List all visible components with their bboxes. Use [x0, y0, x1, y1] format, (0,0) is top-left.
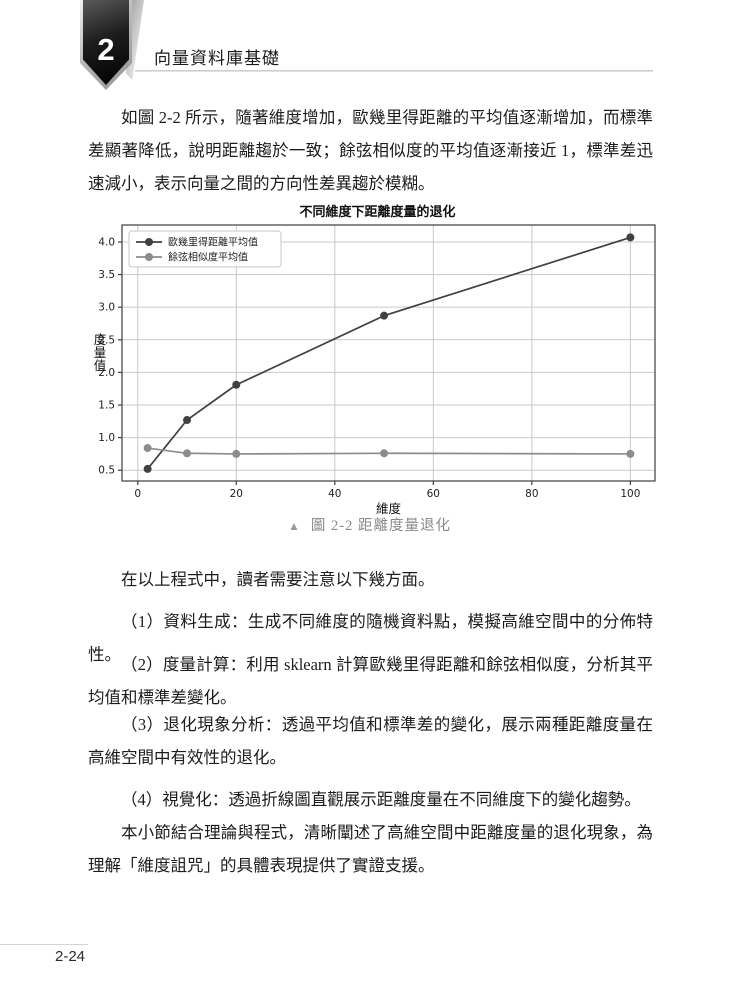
paragraph-item-1: （1）資料生成：生成不同維度的隨機資料點，模擬高維空間中的分佈特性。 — [88, 612, 653, 664]
svg-text:歐幾里得距離平均值: 歐幾里得距離平均值 — [168, 236, 258, 249]
paragraph-item-3: （3）退化現象分析：透過平均值和標準差的變化，展示兩種距離度量在高維空間中有效性… — [88, 715, 653, 767]
svg-text:4.0: 4.0 — [98, 236, 115, 248]
paragraph-conclusion: 本小節結合理論與程式，清晰闡述了高維空間中距離度量的退化現象，為理解「維度詛咒」… — [88, 823, 653, 875]
paragraph-item-2: （2）度量計算：利用 sklearn 計算歐幾里得距離和餘弦相似度，分析其平均值… — [88, 655, 653, 707]
svg-text:度: 度 — [94, 332, 107, 347]
svg-text:1.0: 1.0 — [98, 432, 115, 444]
svg-text:0.5: 0.5 — [98, 465, 115, 477]
chapter-badge-inner: 2 — [83, 0, 129, 85]
chapter-number-badge: 2 — [80, 0, 132, 90]
svg-text:餘弦相似度平均值: 餘弦相似度平均值 — [168, 251, 248, 264]
svg-text:2.0: 2.0 — [98, 367, 115, 379]
page-number: 2-24 — [55, 948, 86, 965]
svg-text:60: 60 — [427, 488, 440, 500]
paragraph-item-4: （4）視覺化：透過折線圖直觀展示距離度量在不同維度下的變化趨勢。 — [121, 790, 641, 809]
svg-text:量: 量 — [94, 345, 107, 360]
figure-caption: ▲ 圖 2-2 距離度量退化 — [0, 514, 739, 535]
figure-chart: 不同維度下距離度量的退化 0 20 40 60 80 100 0.5 1.0 1.5 2.0 2.5… — [90, 205, 665, 517]
svg-text:2.5: 2.5 — [98, 334, 115, 346]
svg-text:1.5: 1.5 — [98, 400, 115, 412]
svg-text:80: 80 — [525, 488, 538, 500]
line-chart: 0 20 40 60 80 100 0.5 1.0 1.5 2.0 2.5 3.0 3.5 4.0 歐幾里得… — [94, 224, 656, 515]
svg-text:0: 0 — [134, 488, 141, 500]
paragraph-intro: 如圖 2-2 所示，隨著維度增加，歐幾里得距離的平均值逐漸增加，而標準差顯著降低… — [88, 108, 653, 193]
svg-text:100: 100 — [620, 488, 640, 500]
svg-text:20: 20 — [230, 488, 243, 500]
caption-triangle-icon: ▲ — [288, 519, 301, 533]
svg-text:維度: 維度 — [376, 501, 402, 515]
svg-text:3.0: 3.0 — [98, 302, 115, 314]
figure-caption-text: 圖 2-2 距離度量退化 — [310, 518, 451, 534]
footer-divider — [0, 944, 88, 945]
paragraph-note-intro: 在以上程式中，讀者需要注意以下幾方面。 — [121, 570, 435, 589]
svg-text:3.5: 3.5 — [98, 269, 115, 281]
chart-title: 不同維度下距離度量的退化 — [299, 205, 456, 220]
svg-text:40: 40 — [328, 488, 341, 500]
header-divider — [135, 70, 653, 72]
chapter-title: 向量資料庫基礎 — [154, 49, 280, 68]
chapter-number: 2 — [97, 31, 115, 67]
svg-text:值: 值 — [94, 358, 107, 373]
